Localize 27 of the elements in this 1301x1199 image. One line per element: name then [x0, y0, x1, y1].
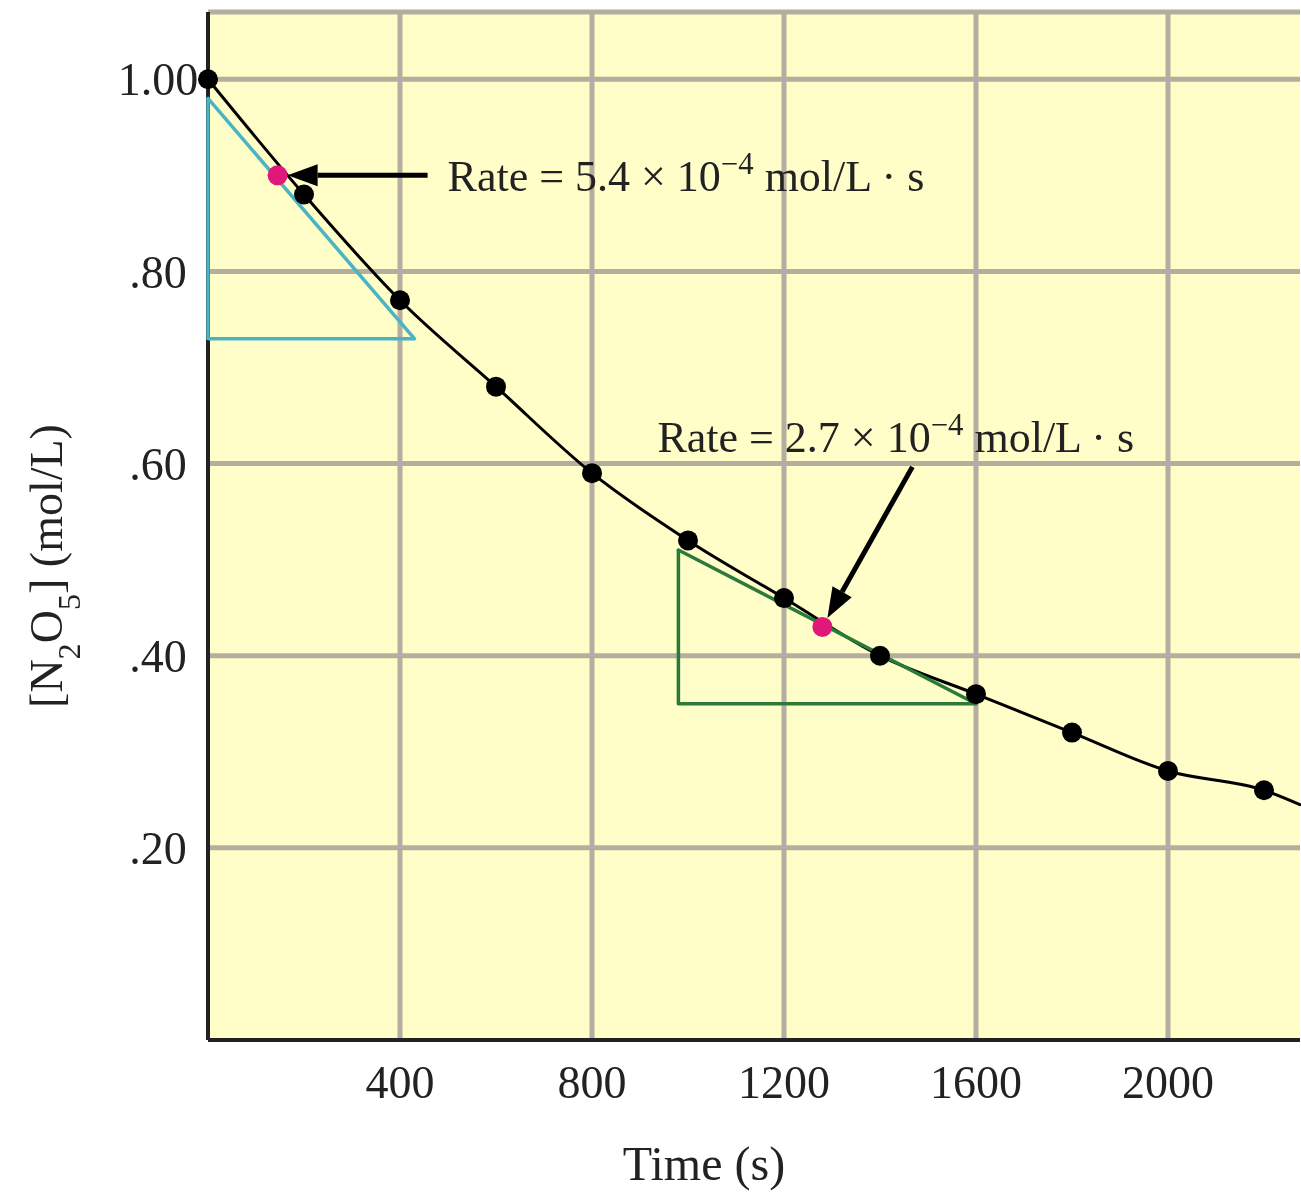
point: [294, 184, 314, 205]
point: [198, 69, 218, 90]
y-tick-label: .80: [129, 246, 187, 298]
y-tick-label: 1.00: [117, 54, 199, 106]
point: [1062, 722, 1082, 743]
point: [870, 645, 890, 666]
x-tick-label: 400: [365, 1057, 435, 1108]
y-tick-label: .40: [129, 630, 187, 682]
x-tick-label: 800: [557, 1057, 627, 1108]
point: [267, 165, 288, 186]
point: [582, 463, 602, 484]
x-tick-label: 1600: [930, 1057, 1022, 1108]
point: [390, 290, 410, 311]
y-tick-label: .60: [129, 438, 187, 490]
annotation: Rate = 5.4 × 10$^{−4}$ mol/L · s: [447, 146, 925, 201]
point: [1158, 760, 1178, 781]
point: [486, 376, 506, 397]
x-axis-title: Time (s): [622, 1137, 786, 1191]
annotation: Rate = 2.7 × 10$^{−4}$ mol/L · s: [657, 408, 1135, 463]
y-tick-label: .20: [129, 822, 187, 874]
x-tick-label: 1200: [738, 1057, 830, 1108]
point: [1254, 780, 1274, 801]
point: [812, 616, 833, 637]
x-tick-label: 2000: [1122, 1057, 1214, 1108]
point: [774, 588, 794, 609]
point: [678, 530, 698, 551]
point: [966, 684, 986, 705]
